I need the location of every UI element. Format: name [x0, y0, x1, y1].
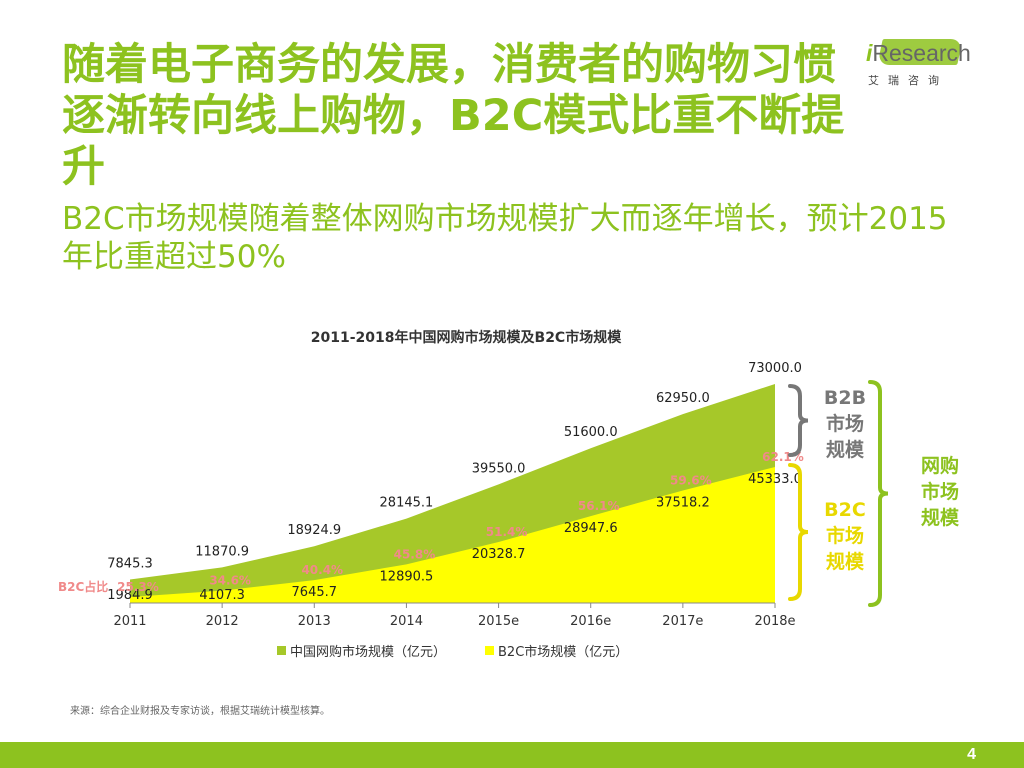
data-label-total: 73000.0 [748, 361, 802, 376]
x-tick-label: 2018e [754, 614, 795, 629]
bracket-label-b2b: B2B [824, 387, 866, 409]
data-label-b2c: 12890.5 [380, 569, 434, 584]
b2c-share-label: 56.1% [578, 499, 620, 513]
page-number: 4 [967, 746, 976, 763]
x-tick-label: 2012 [206, 614, 239, 629]
data-label-b2c: 4107.3 [199, 588, 245, 603]
page-subtitle: B2C市场规模随着整体网购市场规模扩大而逐年增长，预计2015年比重超过50% [62, 201, 948, 275]
legend-label: B2C市场规模（亿元） [498, 644, 628, 660]
bracket-b2b [788, 384, 809, 458]
b2c-share-label: 25.3% [117, 580, 159, 594]
x-tick-label: 2015e [478, 614, 519, 629]
data-label-b2c: 7645.7 [292, 585, 338, 600]
data-label-total: 39550.0 [472, 461, 526, 476]
b2c-share-label: 51.4% [486, 525, 528, 539]
bracket-label-total: 市场 [921, 480, 959, 503]
legend-swatch [277, 646, 286, 655]
bracket-label-b2c: 市场 [826, 524, 864, 547]
data-label-b2c: 28947.6 [564, 521, 618, 536]
data-label-total: 7845.3 [107, 556, 153, 571]
data-label-total: 28145.1 [380, 496, 434, 511]
x-tick-label: 2013 [298, 614, 331, 629]
x-tick-label: 2017e [662, 614, 703, 629]
data-label-total: 62950.0 [656, 391, 710, 406]
page-title: 随着电子商务的发展，消费者的购物习惯逐渐转向线上购物，B2C模式比重不断提升 [62, 40, 845, 192]
source-note: 来源：综合企业财报及专家访谈，根据艾瑞统计模型核算。 [70, 706, 330, 717]
x-tick-label: 2016e [570, 614, 611, 629]
data-label-total: 51600.0 [564, 425, 618, 440]
footer-bar [0, 742, 1024, 768]
bracket-label-b2c: B2C [824, 499, 866, 521]
x-tick-label: 2014 [390, 614, 423, 629]
data-label-b2c: 20328.7 [472, 547, 526, 562]
data-label-b2c: 1984.9 [107, 588, 153, 603]
legend-label: 中国网购市场规模（亿元） [290, 644, 446, 660]
x-tick-label: 2011 [113, 614, 146, 629]
iresearch-logo: iResearch 艾瑞咨询 [860, 38, 971, 90]
data-label-total: 18924.9 [287, 523, 341, 538]
b2c-share-label: 45.8% [394, 547, 436, 561]
logo-subtitle: 艾瑞咨询 [868, 74, 948, 87]
series-area-b2c [130, 467, 775, 603]
bracket-b2c [788, 463, 809, 601]
bracket-total [868, 380, 889, 607]
area-chart: 2011 2012 2013 2014 2015e 2016e 2017e 2018e 7845… [58, 361, 960, 660]
bracket-label-total: 网购 [921, 454, 959, 477]
b2c-share-title: B2C占比 [58, 579, 108, 594]
bracket-label-b2b: 市场 [826, 412, 864, 435]
b2c-share-label: 34.6% [209, 574, 251, 588]
bracket-label-b2c: 规模 [826, 550, 865, 573]
b2c-share-label: 59.6% [670, 473, 712, 487]
b2c-share-label: 40.4% [301, 563, 343, 577]
bracket-label-b2b: 规模 [826, 438, 865, 461]
data-label-b2c: 37518.2 [656, 495, 710, 510]
bracket-label-total: 规模 [921, 506, 960, 529]
data-label-b2c: 45333.0 [748, 472, 802, 487]
data-label-total: 11870.9 [195, 544, 249, 559]
chart-title: 2011-2018年中国网购市场规模及B2C市场规模 [310, 330, 622, 346]
legend-swatch [485, 646, 494, 655]
logo-wordmark: iResearch [866, 40, 971, 66]
